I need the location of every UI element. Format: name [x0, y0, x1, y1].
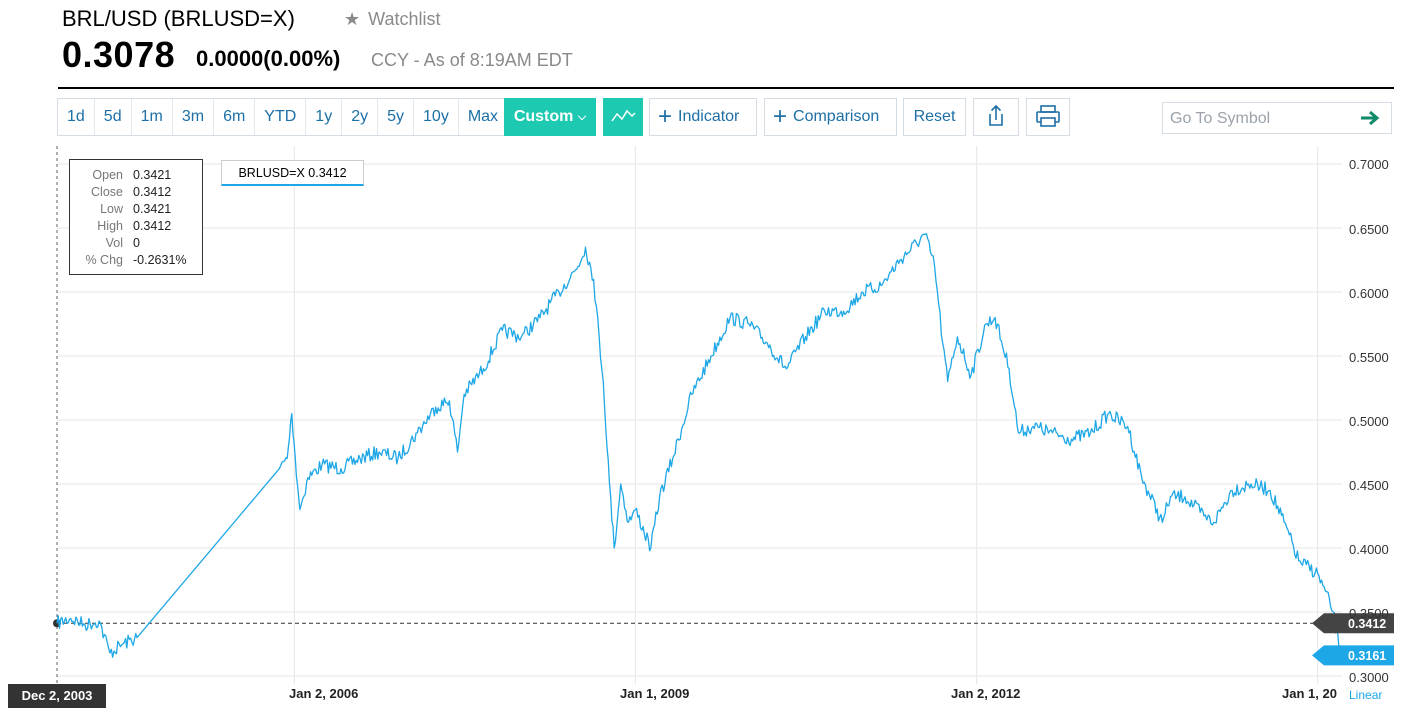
last-price: 0.3078	[62, 34, 176, 75]
crosshair	[53, 619, 1318, 628]
comparison-button[interactable]: + Comparison	[764, 98, 897, 136]
custom-range-button[interactable]: Custom ⌵	[504, 98, 596, 136]
change-percent: (0.00%)	[263, 46, 341, 71]
crosshair-value-flag-shape	[1312, 613, 1394, 634]
range-5y-button[interactable]: 5y	[378, 99, 415, 135]
ohlc-tooltip: Open 0.3421 Close 0.3412 Low 0.3421 High 0.3…	[69, 159, 203, 275]
change-value: 0.0000	[196, 46, 264, 71]
print-button[interactable]	[1026, 98, 1070, 136]
symbol-title: BRL/USD (BRLUSD=X)	[62, 6, 295, 31]
custom-label: Custom	[513, 108, 574, 125]
chart-type-button[interactable]	[603, 98, 643, 136]
tooltip-value: -0.2631%	[133, 253, 187, 267]
go-button[interactable]	[1349, 103, 1391, 133]
y-tick-label: 0.7000	[1349, 157, 1389, 172]
tooltip-label: Open	[92, 168, 123, 182]
range-1y-button[interactable]: 1y	[306, 99, 343, 135]
range-max-button[interactable]: Max	[467, 108, 499, 125]
tooltip-value: 0.3412	[133, 219, 172, 233]
range-5d-button[interactable]: 5d	[95, 99, 132, 135]
series-label[interactable]: BRLUSD=X 0.3412	[221, 160, 364, 186]
last-value-flag-shape	[1312, 645, 1394, 666]
watchlist-label: Watchlist	[368, 9, 441, 29]
comparison-label: Comparison	[793, 108, 880, 125]
range-3m-button[interactable]: 3m	[173, 99, 215, 135]
tooltip-label: High	[97, 219, 123, 233]
plus-icon: +	[658, 103, 673, 130]
x-tick-label: Jan 1, 20	[1282, 686, 1337, 701]
x-tick-label: Jan 1, 2009	[620, 686, 690, 701]
share-icon	[989, 104, 1003, 126]
range-selector: 1d 5d 1m 3m 6m YTD 1y 2y 5y 10y Max	[57, 98, 509, 136]
y-tick-label: 0.6000	[1349, 286, 1389, 301]
y-tick-label: 0.5000	[1349, 414, 1389, 429]
y-tick-label: 0.5500	[1349, 350, 1389, 365]
tooltip-label: Low	[100, 202, 123, 216]
indicator-button[interactable]: + Indicator	[649, 98, 757, 136]
crosshair-value-flag: 0.3412	[1312, 613, 1394, 634]
indicator-label: Indicator	[678, 108, 740, 125]
tooltip-value: 0.3421	[133, 202, 172, 216]
range-1m-button[interactable]: 1m	[132, 99, 173, 135]
header-divider	[58, 87, 1394, 89]
y-tick-label: 0.6500	[1349, 222, 1389, 237]
y-tick-label: 0.3000	[1349, 670, 1389, 685]
star-icon: ★	[344, 9, 361, 29]
scale-toggle[interactable]: Linear	[1349, 688, 1383, 702]
tooltip-label: Close	[91, 185, 123, 199]
watchlist-button[interactable]: ★ Watchlist	[344, 9, 440, 30]
x-tick-label: Jan 2, 2006	[289, 686, 359, 701]
symbol-search	[1162, 102, 1392, 135]
crosshair-value-flag-text: 0.3412	[1348, 617, 1386, 631]
range-2y-button[interactable]: 2y	[342, 99, 379, 135]
line-chart-icon	[611, 109, 636, 122]
plus-icon: +	[773, 103, 788, 130]
share-button[interactable]	[973, 98, 1019, 136]
arrow-right-icon	[1361, 110, 1380, 126]
reset-button[interactable]: Reset	[903, 98, 966, 136]
chart-marks: 0.3412 0.3161	[1312, 613, 1394, 666]
tooltip-label: Vol	[105, 236, 123, 250]
tooltip-value: 0.3412	[133, 185, 172, 199]
y-tick-label: 0.3500	[1349, 606, 1389, 621]
chart-grid	[56, 146, 1342, 684]
tooltip-value: 0	[133, 236, 140, 250]
price-line	[56, 233, 1342, 658]
tooltip-label: % Chg	[85, 253, 123, 267]
print-icon	[1036, 105, 1060, 127]
range-10y-button[interactable]: 10y	[414, 99, 459, 135]
range-ytd-button[interactable]: YTD	[255, 99, 307, 135]
last-value-flag: 0.3161	[1312, 645, 1394, 666]
x-tick-label: Jan 2, 2012	[951, 686, 1021, 701]
as-of-text: CCY - As of 8:19AM EDT	[371, 50, 573, 70]
crosshair-date-label: Dec 2, 2003	[8, 684, 106, 708]
symbol-search-input[interactable]	[1163, 103, 1358, 135]
price-change: 0.0000(0.00%)	[196, 46, 340, 72]
tooltip-value: 0.3421	[133, 168, 172, 182]
range-6m-button[interactable]: 6m	[214, 99, 256, 135]
y-tick-label: 0.4500	[1349, 478, 1389, 493]
y-tick-label: 0.4000	[1349, 542, 1389, 557]
last-value-flag-text: 0.3161	[1348, 649, 1386, 663]
chevron-down-icon: ⌵	[577, 111, 587, 123]
range-1d-button[interactable]: 1d	[58, 99, 95, 135]
